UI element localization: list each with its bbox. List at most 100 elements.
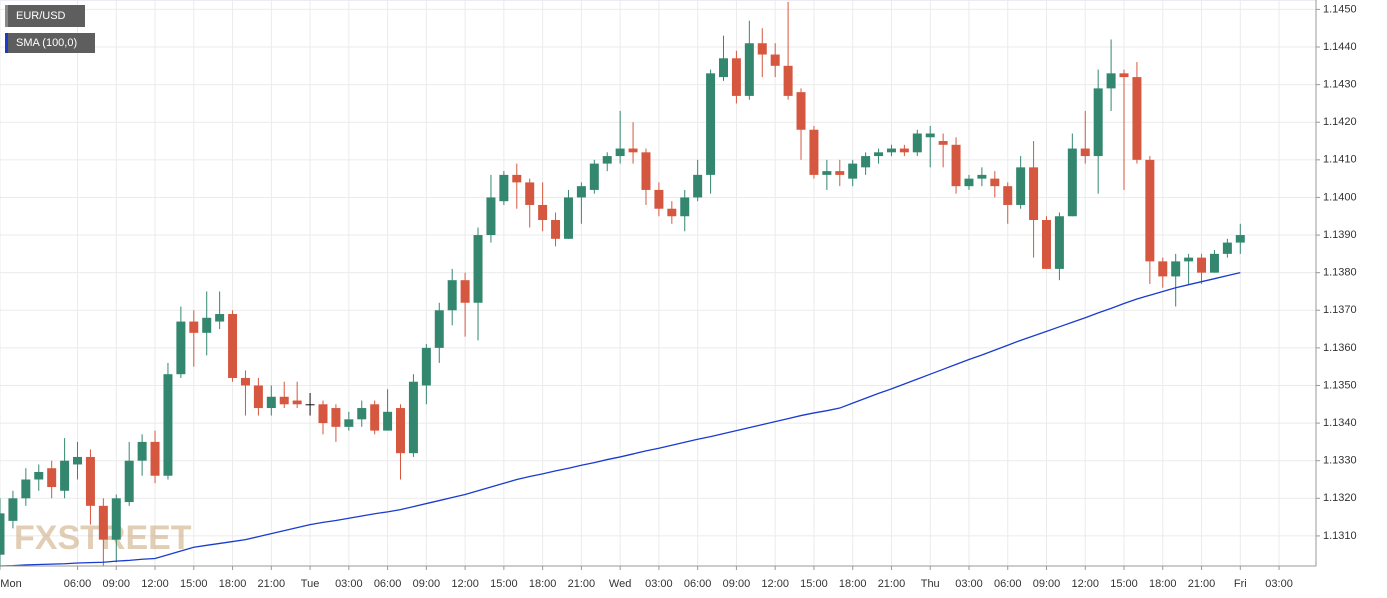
marks	[0, 1, 1245, 567]
candle-body	[809, 129, 819, 175]
candle-body	[796, 92, 806, 130]
x-tick-label: 06:00	[374, 578, 402, 590]
y-tick-label: 1.1430	[1323, 79, 1357, 91]
candle-body	[486, 197, 496, 236]
candle-body	[757, 43, 767, 55]
candle-body	[1119, 73, 1129, 78]
x-tick-label: 18:00	[529, 578, 557, 590]
y-tick-label: 1.1330	[1323, 455, 1357, 467]
candle-body	[499, 174, 509, 202]
candle-body	[693, 174, 703, 198]
candle-body	[421, 347, 431, 386]
grid	[0, 0, 1316, 566]
candle-body	[292, 400, 302, 405]
x-tick-label: 12:00	[1071, 578, 1099, 590]
x-tick-label: 09:00	[103, 578, 131, 590]
candle-body	[602, 156, 612, 164]
x-tick-label: Thu	[921, 578, 940, 590]
y-tick-label: 1.1310	[1323, 530, 1357, 542]
x-tick-label: 06:00	[64, 578, 92, 590]
candle-body	[783, 65, 793, 96]
x-tick-label: 21:00	[568, 578, 596, 590]
x-tick-label: Wed	[609, 578, 631, 590]
candle-body	[460, 280, 470, 303]
candle-body	[163, 374, 173, 476]
candle-body	[266, 396, 276, 409]
x-tick-label: 18:00	[1149, 578, 1177, 590]
candle-body	[331, 408, 341, 427]
legend-label: EUR/USD	[16, 10, 66, 22]
legend-box	[5, 33, 95, 53]
candle-body	[1093, 88, 1103, 157]
x-tick-label: 03:00	[955, 578, 983, 590]
candle-body	[1016, 167, 1026, 205]
candle-body	[176, 321, 186, 375]
candle-body	[34, 471, 44, 480]
candle-body	[47, 468, 57, 488]
candle-body	[408, 381, 418, 454]
candle-body	[938, 141, 948, 145]
x-tick-label: 15:00	[800, 578, 828, 590]
x-tick-label: 21:00	[258, 578, 286, 590]
candle-body	[1106, 73, 1116, 89]
candle-body	[770, 54, 780, 66]
candle-body	[1197, 257, 1207, 273]
x-tick-label: 15:00	[490, 578, 518, 590]
candle-body	[538, 204, 548, 221]
candle-body	[1003, 186, 1013, 205]
y-tick-label: 1.1360	[1323, 342, 1357, 354]
y-tick-label: 1.1450	[1323, 3, 1357, 15]
x-tick-label: 12:00	[451, 578, 479, 590]
legend-swatch	[5, 33, 8, 53]
candle-body	[667, 208, 677, 217]
candle-body	[1209, 253, 1219, 273]
legend-label: SMA (100,0)	[16, 37, 77, 49]
candle-body	[111, 498, 121, 540]
candle-body	[1054, 216, 1064, 269]
x-tick-label: 15:00	[180, 578, 208, 590]
candle-body	[1158, 261, 1168, 277]
candle-body	[357, 408, 367, 420]
x-tick-label: 09:00	[413, 578, 441, 590]
legend-box	[5, 5, 85, 27]
candle-body	[615, 148, 625, 157]
candle-body	[21, 479, 31, 499]
candle-body	[305, 404, 315, 406]
candle-body	[228, 314, 238, 378]
candle-body	[124, 460, 134, 503]
x-tick-label: 12:00	[761, 578, 789, 590]
candle-body	[240, 377, 250, 386]
sma-line	[0, 272, 1241, 567]
y-tick-label: 1.1420	[1323, 116, 1357, 128]
axes: 1.1450 1.1440 1.1430 1.1420 1.1410 1.1400 1.13…	[0, 0, 1357, 590]
candle-body	[137, 441, 147, 461]
candle-body	[1132, 77, 1142, 160]
candle-body	[0, 513, 5, 555]
candle-body	[1171, 261, 1181, 277]
candle-body	[1145, 159, 1155, 262]
y-tick-label: 1.1370	[1323, 304, 1357, 316]
candle-body	[912, 133, 922, 153]
legend: EUR/USD SMA (100,0)	[5, 5, 95, 53]
x-tick-label: 06:00	[684, 578, 712, 590]
y-tick-label: 1.1350	[1323, 379, 1357, 391]
candle-body	[628, 148, 638, 153]
candle-body	[990, 178, 1000, 187]
candle-body	[344, 419, 354, 427]
candle-body	[951, 144, 961, 187]
x-tick-label: 18:00	[219, 578, 247, 590]
candle-body	[447, 280, 457, 311]
candle-body	[563, 197, 573, 239]
candle-body	[899, 148, 909, 153]
candle-body	[279, 396, 289, 405]
x-tick-label: 21:00	[878, 578, 906, 590]
candle-body	[576, 186, 586, 198]
y-tick-label: 1.1380	[1323, 267, 1357, 279]
x-tick-label: Fri	[1234, 578, 1247, 590]
legend-swatch	[5, 5, 8, 27]
x-tick-label: 12:00	[141, 578, 169, 590]
candle-body	[822, 171, 832, 175]
candle-body	[731, 58, 741, 96]
